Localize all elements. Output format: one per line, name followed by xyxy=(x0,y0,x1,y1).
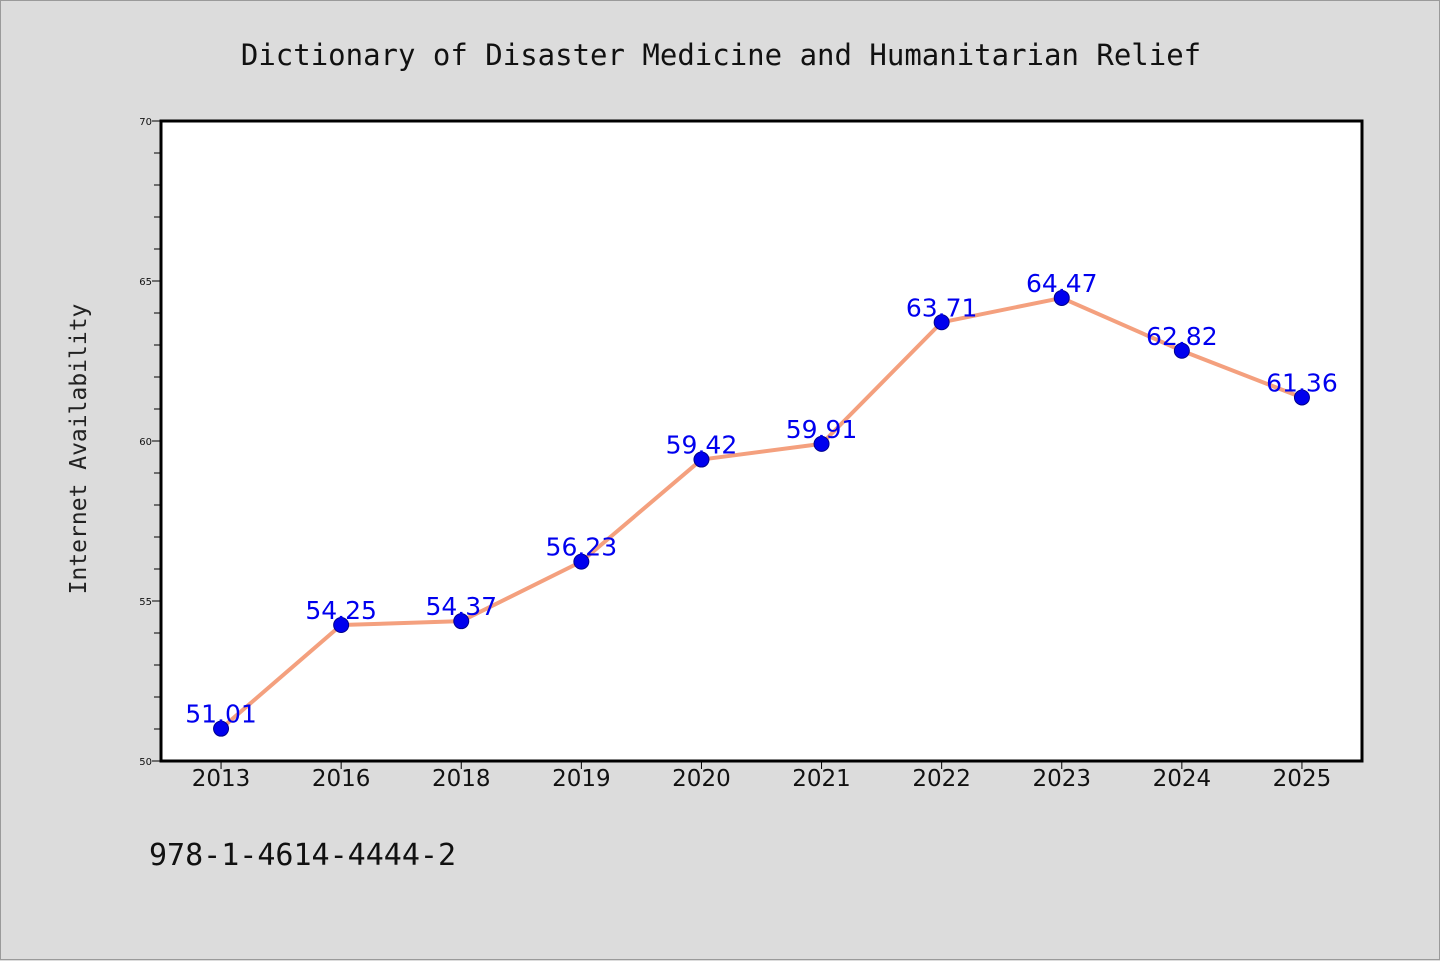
data-point xyxy=(1173,342,1190,359)
x-tick-label: 2025 xyxy=(1273,766,1332,792)
series-lines xyxy=(219,295,1304,731)
data-label: 51.01 xyxy=(185,700,257,729)
y-tick-label: 70 xyxy=(139,117,152,128)
data-label: 54.37 xyxy=(425,592,497,621)
y-ticks: 50 55 60 65 70 xyxy=(139,117,152,768)
plot-area xyxy=(159,119,1364,763)
data-point xyxy=(1293,389,1310,406)
y-axis-label: Internet Availability xyxy=(66,304,92,595)
data-point xyxy=(933,314,950,331)
x-tick-label: 2021 xyxy=(792,766,851,792)
x-tick-label: 2024 xyxy=(1153,766,1212,792)
y-tick-label: 50 xyxy=(139,757,152,768)
data-label: 54.25 xyxy=(305,596,377,625)
y-tick-label: 65 xyxy=(139,277,152,288)
footer-isbn: 978-1-4614-4444-2 xyxy=(149,838,456,873)
data-label: 64.47 xyxy=(1026,269,1098,298)
data-label: 56.23 xyxy=(546,533,618,562)
data-point xyxy=(333,617,350,633)
data-point xyxy=(693,451,710,468)
series-line xyxy=(219,295,1304,731)
x-tick-label: 2023 xyxy=(1032,766,1091,792)
x-tick-label: 2019 xyxy=(552,766,611,792)
y-tick-label: 60 xyxy=(139,437,152,448)
data-label: 62.82 xyxy=(1146,322,1218,351)
data-label: 61.36 xyxy=(1266,368,1338,397)
x-tick-label: 2016 xyxy=(312,766,371,792)
x-tick-label: 2022 xyxy=(912,766,971,792)
data-point xyxy=(1053,289,1070,306)
y-tick-label: 55 xyxy=(139,597,152,608)
data-labels: 51.01 54.25 54.37 56.23 59.42 59.91 63.71 64.47… xyxy=(185,269,1337,729)
data-point xyxy=(813,435,830,452)
data-point xyxy=(453,613,470,630)
data-point xyxy=(213,720,230,737)
x-tick-label: 2013 xyxy=(192,766,251,792)
data-label: 63.71 xyxy=(906,293,978,322)
series-markers xyxy=(213,289,1310,737)
data-label: 59.42 xyxy=(666,431,738,460)
chart-title: Dictionary of Disaster Medicine and Huma… xyxy=(241,38,1201,72)
x-ticks: 2013 2016 2018 2019 2020 2021 2022 2023 2024 2025 xyxy=(192,761,1331,792)
data-label: 59.91 xyxy=(786,415,858,444)
data-point xyxy=(573,553,590,570)
y-minor-ticks xyxy=(152,120,161,762)
x-tick-label: 2018 xyxy=(432,766,491,792)
x-tick-label: 2020 xyxy=(672,766,731,792)
